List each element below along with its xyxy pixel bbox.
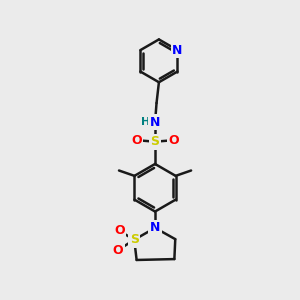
Text: S: S (151, 135, 160, 148)
Text: H: H (141, 117, 150, 127)
Text: N: N (150, 221, 160, 234)
Text: O: O (131, 134, 142, 147)
Text: O: O (112, 244, 123, 257)
Text: O: O (114, 224, 125, 237)
Text: N: N (150, 116, 160, 129)
Text: O: O (168, 134, 179, 147)
Text: N: N (172, 44, 183, 57)
Text: S: S (130, 233, 139, 246)
